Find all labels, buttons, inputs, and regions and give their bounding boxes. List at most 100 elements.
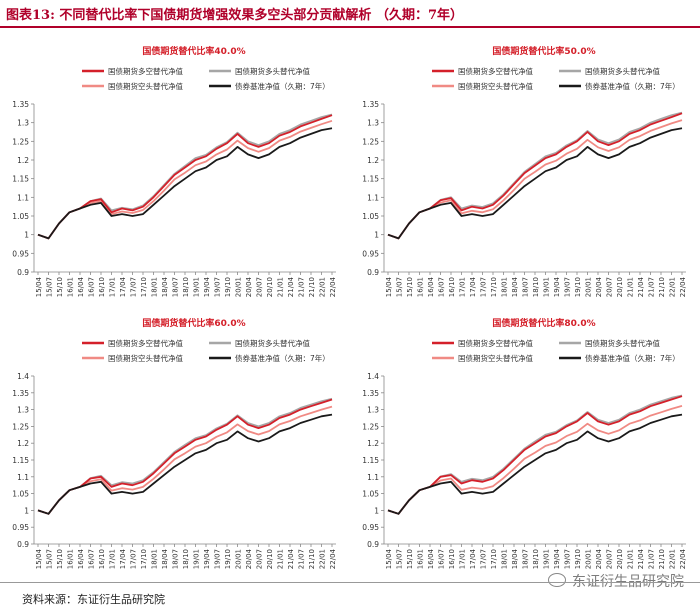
chart-title: 国债期货替代比率60.0% <box>142 317 245 329</box>
x-tick-label: 16/10 <box>448 277 456 297</box>
legend-label: 国债期货多空替代净值 <box>108 66 183 76</box>
x-tick-label: 20/10 <box>616 277 624 297</box>
legend-label: 债券基准净值（久期：7年） <box>235 353 330 363</box>
x-tick-label: 19/07 <box>564 549 572 569</box>
y-tick-label: 1.35 <box>362 100 379 109</box>
chart-panel-60: 国债期货替代比率60.0% 国债期货多空替代净值 国债期货多头替代净值 国债期货空头替… <box>4 310 344 580</box>
x-tick-label: 21/07 <box>298 277 306 297</box>
series-line <box>37 413 333 515</box>
y-tick-label: 1.3 <box>367 406 379 415</box>
x-tick-label: 20/01 <box>235 277 243 297</box>
x-tick-label: 21/04 <box>287 548 295 569</box>
chart-svg: 国债期货替代比率80.0% 国债期货多空替代净值 国债期货多头替代净值国债期货空头替… <box>362 317 687 569</box>
y-tick-label: 1.05 <box>12 490 29 499</box>
x-tick-label: 16/07 <box>88 549 96 569</box>
x-tick-label: 16/01 <box>67 277 75 297</box>
legend-label: 国债期货多头替代净值 <box>235 338 310 348</box>
wechat-icon <box>548 573 566 587</box>
x-tick-label: 15/04 <box>35 276 43 297</box>
x-tick-label: 16/04 <box>77 548 85 569</box>
x-tick-label: 18/07 <box>522 277 530 297</box>
x-tick-label: 16/04 <box>427 276 435 297</box>
x-tick-label: 17/07 <box>480 549 488 569</box>
x-tick-label: 17/04 <box>469 276 477 297</box>
x-tick-label: 17/07 <box>480 277 488 297</box>
legend-label: 国债期货空头替代净值 <box>458 81 533 91</box>
y-tick-label: 0.95 <box>12 523 29 532</box>
x-tick-label: 18/07 <box>172 277 180 297</box>
chart-svg: 国债期货替代比率40.0% 国债期货多空替代净值 国债期货多头替代净值国债期货空头替… <box>12 45 337 297</box>
legend-label: 债券基准净值（久期：7年） <box>235 81 330 91</box>
legend-label: 国债期货多空替代净值 <box>458 338 533 348</box>
y-tick-label: 0.9 <box>367 268 379 277</box>
x-tick-label: 18/10 <box>532 277 540 297</box>
legend-label: 国债期货空头替代净值 <box>458 353 533 363</box>
y-tick-label: 1 <box>374 506 379 515</box>
y-tick-label: 1.2 <box>17 156 29 165</box>
x-tick-label: 17/04 <box>119 276 127 297</box>
x-tick-label: 18/04 <box>511 548 519 569</box>
y-tick-label: 1.1 <box>367 193 379 202</box>
y-tick-label: 1.35 <box>12 100 29 109</box>
x-tick-label: 20/04 <box>595 548 603 569</box>
y-tick-label: 1.15 <box>362 175 379 184</box>
y-tick-label: 0.95 <box>362 523 379 532</box>
x-tick-label: 16/01 <box>67 549 75 569</box>
x-tick-label: 16/10 <box>448 549 456 569</box>
chart-panel-50: 国债期货替代比率50.0% 国债期货多空替代净值 国债期货多头替代净值 国债期货空头替… <box>354 38 694 308</box>
x-tick-label: 19/10 <box>224 277 232 297</box>
y-tick-label: 1.1 <box>367 473 379 482</box>
legend-label: 国债期货多头替代净值 <box>235 66 310 76</box>
y-tick-label: 1.4 <box>17 372 29 381</box>
x-tick-label: 20/01 <box>585 549 593 569</box>
x-tick-label: 18/07 <box>522 549 530 569</box>
x-tick-label: 19/07 <box>564 277 572 297</box>
y-tick-label: 1.15 <box>12 456 29 465</box>
x-tick-label: 20/07 <box>606 277 614 297</box>
x-tick-label: 21/07 <box>298 549 306 569</box>
x-tick-label: 19/04 <box>203 548 211 569</box>
series-line <box>387 112 683 240</box>
chart-panel-40: 国债期货替代比率40.0% 国债期货多空替代净值 国债期货多头替代净值 国债期货空头替… <box>4 38 344 308</box>
x-tick-label: 17/10 <box>490 549 498 569</box>
x-tick-label: 22/04 <box>679 548 687 569</box>
x-tick-label: 20/10 <box>266 277 274 297</box>
y-tick-label: 1.4 <box>367 372 379 381</box>
series-line <box>387 395 683 515</box>
x-tick-label: 16/07 <box>438 549 446 569</box>
x-tick-label: 18/10 <box>182 277 190 297</box>
x-tick-label: 21/04 <box>637 276 645 297</box>
series-line <box>37 114 333 240</box>
x-tick-label: 21/01 <box>627 277 635 297</box>
x-tick-label: 16/07 <box>438 277 446 297</box>
x-tick-label: 15/07 <box>396 549 404 569</box>
x-tick-label: 20/01 <box>585 277 593 297</box>
y-tick-label: 0.9 <box>17 268 29 277</box>
y-tick-label: 1.2 <box>17 439 29 448</box>
x-tick-label: 20/10 <box>616 549 624 569</box>
y-tick-label: 1.25 <box>12 422 29 431</box>
legend-label: 国债期货空头替代净值 <box>108 353 183 363</box>
x-tick-label: 16/01 <box>417 277 425 297</box>
x-tick-label: 20/04 <box>595 276 603 297</box>
x-tick-label: 18/10 <box>532 549 540 569</box>
x-tick-label: 18/04 <box>161 548 169 569</box>
chart-svg: 国债期货替代比率50.0% 国债期货多空替代净值 国债期货多头替代净值国债期货空头替… <box>362 45 687 297</box>
x-tick-label: 18/01 <box>501 549 509 569</box>
legend-label: 国债期货多头替代净值 <box>585 338 660 348</box>
x-tick-label: 18/04 <box>161 276 169 297</box>
series-line <box>387 394 683 515</box>
y-tick-label: 0.95 <box>362 249 379 258</box>
x-tick-label: 22/01 <box>319 549 327 569</box>
y-tick-label: 1.3 <box>17 406 29 415</box>
x-tick-label: 21/07 <box>648 549 656 569</box>
y-tick-label: 1.25 <box>362 137 379 146</box>
x-tick-label: 20/01 <box>235 549 243 569</box>
x-tick-label: 20/10 <box>266 549 274 569</box>
series-line <box>37 398 333 515</box>
y-tick-label: 1.25 <box>362 422 379 431</box>
x-tick-label: 17/07 <box>130 549 138 569</box>
x-tick-label: 19/01 <box>543 549 551 569</box>
source-footer: 资料来源：东证衍生品研究院 <box>0 582 700 610</box>
x-tick-label: 18/01 <box>151 277 159 297</box>
